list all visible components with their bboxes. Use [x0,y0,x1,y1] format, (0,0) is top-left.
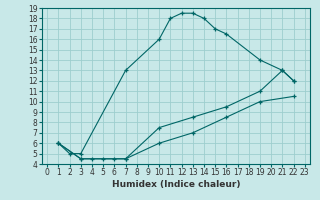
X-axis label: Humidex (Indice chaleur): Humidex (Indice chaleur) [112,180,240,189]
